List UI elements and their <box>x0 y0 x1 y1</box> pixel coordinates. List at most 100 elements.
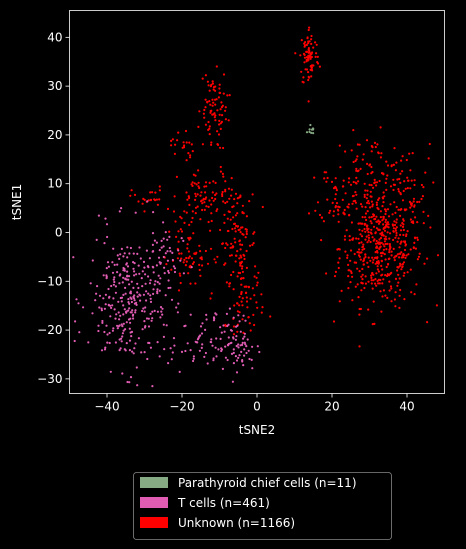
data-point <box>143 198 146 201</box>
data-point <box>392 230 395 233</box>
data-point <box>368 183 371 186</box>
data-point <box>118 318 121 321</box>
data-point <box>397 208 400 211</box>
data-point <box>224 246 227 250</box>
data-point <box>310 55 313 59</box>
data-point <box>326 198 329 201</box>
data-point <box>127 298 130 301</box>
data-point <box>179 228 182 231</box>
data-point <box>226 94 229 97</box>
data-point <box>229 246 232 249</box>
data-point <box>409 169 412 172</box>
data-point <box>227 336 230 339</box>
x-tick-label: 40 <box>399 400 414 414</box>
data-point <box>225 281 228 284</box>
data-point <box>351 202 354 205</box>
data-point <box>207 120 210 124</box>
data-point <box>367 199 370 203</box>
data-point <box>102 274 105 277</box>
data-point <box>234 338 237 341</box>
data-point <box>223 263 226 266</box>
data-point <box>393 147 396 150</box>
data-point <box>146 357 149 361</box>
data-point <box>243 332 246 335</box>
data-point <box>162 237 165 240</box>
data-point <box>400 240 403 244</box>
data-point <box>372 258 375 261</box>
data-point <box>239 271 242 275</box>
data-point <box>95 292 98 295</box>
data-point <box>261 306 264 309</box>
data-point <box>411 152 414 155</box>
data-point <box>116 263 119 266</box>
data-point <box>379 232 382 235</box>
data-point <box>357 296 360 299</box>
data-point <box>112 278 115 281</box>
data-point <box>372 300 375 303</box>
data-point <box>251 193 254 196</box>
data-point <box>124 349 127 352</box>
data-point <box>170 268 173 271</box>
data-point <box>200 332 204 335</box>
data-point <box>424 171 427 174</box>
data-point <box>122 313 125 316</box>
data-point <box>114 317 117 320</box>
data-point <box>89 282 92 285</box>
data-point <box>241 265 244 268</box>
data-point <box>382 248 385 251</box>
data-point <box>169 347 172 350</box>
data-point <box>132 352 135 355</box>
data-point <box>398 294 401 297</box>
data-point <box>233 198 236 201</box>
data-point <box>371 323 374 326</box>
data-point <box>347 206 350 209</box>
data-point <box>198 110 201 113</box>
data-point <box>384 210 388 213</box>
data-point <box>361 282 364 285</box>
data-point <box>108 341 111 345</box>
data-point <box>214 114 217 117</box>
data-point <box>366 210 369 213</box>
data-point <box>330 180 334 183</box>
data-point <box>392 224 395 227</box>
data-point <box>122 329 125 332</box>
data-point <box>349 281 352 284</box>
data-point <box>383 237 386 240</box>
data-point <box>261 205 264 209</box>
data-point <box>336 208 339 211</box>
data-point <box>175 235 178 238</box>
data-point <box>190 266 193 269</box>
data-point <box>198 349 201 352</box>
data-point <box>120 207 123 210</box>
data-point <box>403 248 407 252</box>
data-point <box>162 335 165 338</box>
data-point <box>396 269 399 272</box>
data-point <box>314 55 317 59</box>
data-point <box>209 297 212 300</box>
data-point <box>147 292 150 295</box>
data-point <box>386 263 390 266</box>
data-point <box>240 283 243 286</box>
data-point <box>183 221 186 224</box>
data-point <box>217 133 221 136</box>
data-point <box>251 287 254 290</box>
data-point <box>158 355 161 358</box>
data-point <box>359 167 362 170</box>
data-point <box>183 258 186 261</box>
data-point <box>236 250 239 253</box>
data-point <box>78 331 81 334</box>
data-point <box>227 344 230 347</box>
data-point <box>332 210 335 213</box>
data-point <box>97 329 100 333</box>
data-point <box>178 252 181 255</box>
data-point <box>116 271 119 274</box>
data-point <box>122 322 125 325</box>
data-point <box>215 65 218 68</box>
data-point <box>388 280 391 283</box>
data-point <box>386 221 389 224</box>
data-point <box>180 257 183 260</box>
data-point <box>156 290 159 293</box>
data-point <box>332 320 336 323</box>
data-point <box>399 263 402 266</box>
data-point <box>181 146 184 149</box>
